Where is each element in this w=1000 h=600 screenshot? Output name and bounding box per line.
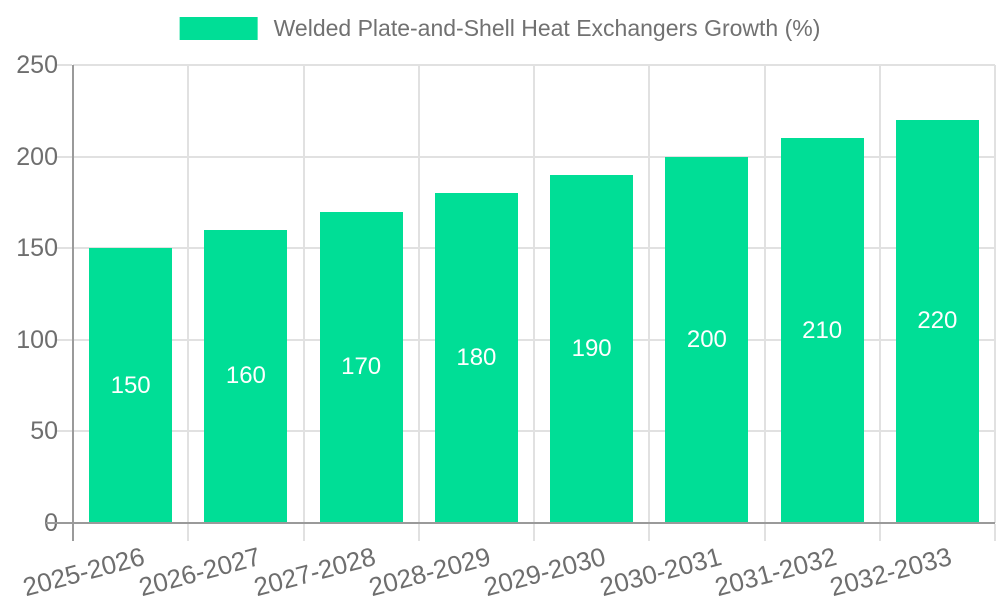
y-tick-mark <box>55 247 72 250</box>
bar-value-label: 220 <box>917 307 958 335</box>
bar-value-label: 180 <box>456 344 497 372</box>
bar[interactable]: 220 <box>895 119 979 523</box>
y-axis-tick-label: 250 <box>16 51 58 79</box>
plot-area: 150 160 170 180 190 200 210 220 <box>73 64 996 523</box>
bar[interactable]: 170 <box>319 211 403 523</box>
x-axis-tick-label: 2027-2028 <box>250 541 379 600</box>
bar-value-label: 190 <box>571 334 612 362</box>
x-tick-mark <box>878 524 881 541</box>
x-gridline <box>533 65 535 523</box>
y-tick-mark <box>55 430 72 433</box>
y-tick-mark <box>55 64 72 66</box>
y-axis-tick-label: 50 <box>30 417 58 446</box>
x-axis-line <box>46 522 995 524</box>
x-gridline <box>994 65 996 523</box>
bar-value-label: 210 <box>802 316 843 344</box>
y-axis-line <box>72 65 74 541</box>
x-tick-mark <box>302 524 305 541</box>
x-axis-tick-label: 2025-2026 <box>20 541 148 600</box>
bar[interactable]: 160 <box>204 229 288 523</box>
y-axis-tick-label: 200 <box>16 142 58 171</box>
x-axis-tick-label: 2032-2033 <box>826 541 955 600</box>
legend-swatch <box>179 17 258 40</box>
x-axis-tick-label: 2026-2027 <box>135 541 264 600</box>
x-tick-mark <box>994 524 996 541</box>
x-axis-tick-label: 2028-2029 <box>365 541 494 600</box>
legend[interactable]: Welded Plate-and-Shell Heat Exchangers G… <box>179 15 821 42</box>
bar[interactable]: 200 <box>665 156 749 523</box>
bar[interactable]: 210 <box>780 138 864 523</box>
x-axis-tick-label: 2031-2032 <box>711 541 840 600</box>
x-tick-mark <box>648 524 651 541</box>
x-tick-mark <box>187 524 190 541</box>
x-axis-tick-label: 2030-2031 <box>596 541 725 600</box>
bar-value-label: 170 <box>341 353 382 381</box>
x-tick-mark <box>763 524 766 541</box>
bar[interactable]: 180 <box>434 193 518 523</box>
bar-value-label: 160 <box>225 362 266 390</box>
x-tick-mark <box>417 524 420 541</box>
x-axis-tick-label: 2029-2030 <box>481 541 609 600</box>
x-gridline <box>187 65 190 523</box>
y-axis-tick-label: 150 <box>16 234 58 263</box>
y-axis-tick-label: 100 <box>16 325 58 354</box>
x-tick-mark <box>533 524 535 541</box>
bar[interactable]: 150 <box>89 248 173 523</box>
y-tick-mark <box>55 338 72 341</box>
bar-value-label: 150 <box>110 371 151 399</box>
x-gridline <box>417 65 420 523</box>
x-gridline <box>648 65 651 523</box>
bar-value-label: 200 <box>686 325 727 353</box>
x-gridline <box>878 65 881 523</box>
legend-label: Welded Plate-and-Shell Heat Exchangers G… <box>273 15 821 41</box>
x-gridline <box>763 65 766 523</box>
x-gridline <box>302 65 305 523</box>
bar[interactable]: 190 <box>550 174 634 523</box>
y-tick-mark <box>55 155 72 158</box>
